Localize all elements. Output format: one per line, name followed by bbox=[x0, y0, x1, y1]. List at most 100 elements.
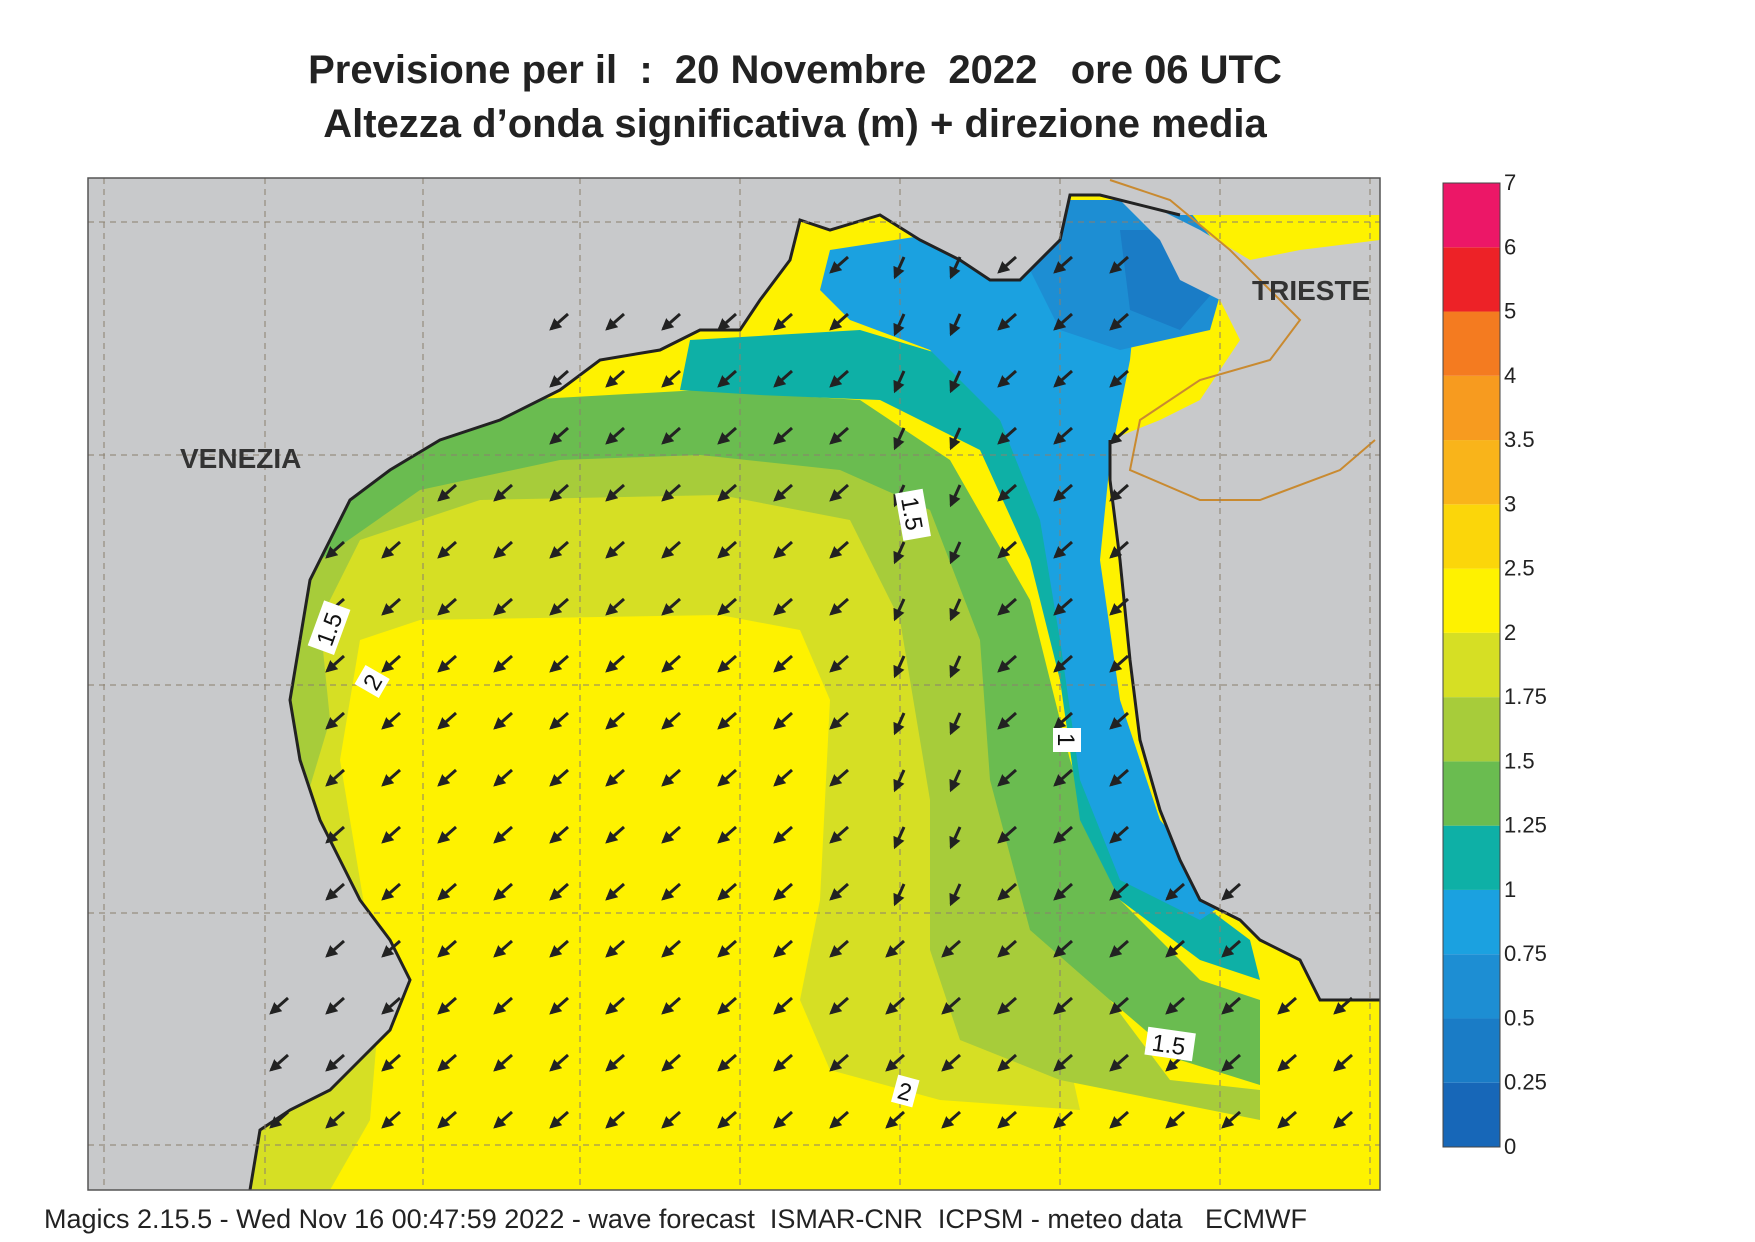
direction-arrow bbox=[1053, 825, 1073, 844]
direction-arrow bbox=[325, 882, 345, 901]
direction-arrow bbox=[997, 483, 1017, 502]
direction-arrow bbox=[605, 768, 625, 787]
legend-tick-label: 0.5 bbox=[1504, 1005, 1535, 1030]
direction-arrow bbox=[717, 426, 737, 445]
direction-arrow bbox=[997, 369, 1017, 388]
direction-arrow bbox=[997, 312, 1017, 331]
legend-tick-label: 4 bbox=[1504, 363, 1516, 388]
direction-arrow bbox=[1109, 939, 1129, 958]
direction-arrow bbox=[997, 996, 1017, 1015]
legend-tick-label: 3.5 bbox=[1504, 427, 1535, 452]
direction-arrow bbox=[1277, 996, 1297, 1015]
direction-arrow bbox=[717, 654, 737, 673]
direction-arrow bbox=[1053, 711, 1073, 730]
wave-band-1.5-1.75 bbox=[280, 420, 1260, 1120]
direction-arrow bbox=[717, 540, 737, 559]
direction-arrow bbox=[773, 1110, 793, 1129]
direction-arrow bbox=[885, 1110, 905, 1129]
direction-arrow bbox=[1333, 1053, 1353, 1072]
direction-arrow bbox=[829, 882, 849, 901]
direction-arrow bbox=[549, 312, 569, 331]
direction-arrow bbox=[949, 712, 962, 736]
direction-arrow bbox=[381, 654, 401, 673]
direction-arrow bbox=[1053, 483, 1073, 502]
direction-arrow bbox=[997, 426, 1017, 445]
direction-arrow bbox=[605, 540, 625, 559]
direction-arrow bbox=[829, 426, 849, 445]
direction-arrow bbox=[661, 597, 681, 616]
direction-arrow bbox=[605, 426, 625, 445]
direction-arrow bbox=[773, 540, 793, 559]
direction-arrow bbox=[717, 882, 737, 901]
contour-label: 1.5 bbox=[895, 488, 931, 541]
direction-arrow bbox=[997, 711, 1017, 730]
title-line-2: Altezza d’onda significativa (m) + direz… bbox=[323, 102, 1267, 146]
direction-arrow bbox=[661, 1053, 681, 1072]
map-frame bbox=[87, 177, 1381, 1191]
legend-swatch bbox=[1443, 183, 1500, 248]
lat-lon-grid bbox=[88, 178, 1380, 1190]
title-line-1: Previsione per il : 20 Novembre 2022 ore… bbox=[308, 48, 1282, 92]
direction-arrow bbox=[493, 1110, 513, 1129]
direction-arrow bbox=[605, 369, 625, 388]
direction-arrow bbox=[1053, 312, 1073, 331]
place-label-trieste: TRIESTE bbox=[1252, 275, 1370, 306]
direction-arrow bbox=[325, 996, 345, 1015]
contour-label: 1 bbox=[1052, 728, 1081, 752]
direction-arrow bbox=[773, 882, 793, 901]
direction-arrow bbox=[829, 711, 849, 730]
direction-arrow bbox=[661, 369, 681, 388]
direction-arrow bbox=[325, 654, 345, 673]
direction-arrow bbox=[1109, 882, 1129, 901]
direction-arrow bbox=[325, 1053, 345, 1072]
direction-arrow bbox=[493, 711, 513, 730]
direction-arrow bbox=[949, 826, 962, 850]
direction-arrow bbox=[773, 654, 793, 673]
direction-arrow bbox=[325, 768, 345, 787]
direction-arrow bbox=[1053, 996, 1073, 1015]
legend-frame bbox=[1442, 182, 1501, 1148]
direction-arrow bbox=[717, 711, 737, 730]
direction-arrow bbox=[549, 369, 569, 388]
direction-arrow bbox=[949, 655, 962, 679]
direction-arrow bbox=[1109, 597, 1129, 616]
direction-arrow bbox=[493, 540, 513, 559]
direction-arrow bbox=[549, 483, 569, 502]
direction-arrow bbox=[1277, 1053, 1297, 1072]
direction-arrow bbox=[381, 882, 401, 901]
direction-arrow bbox=[381, 939, 401, 958]
direction-arrow bbox=[829, 255, 849, 274]
direction-arrow bbox=[997, 939, 1017, 958]
direction-arrow bbox=[549, 654, 569, 673]
direction-arrow bbox=[773, 369, 793, 388]
direction-arrow bbox=[949, 769, 962, 793]
direction-arrow bbox=[1109, 711, 1129, 730]
direction-arrow bbox=[661, 1110, 681, 1129]
direction-arrow bbox=[381, 1053, 401, 1072]
direction-arrow bbox=[717, 939, 737, 958]
legend-swatch bbox=[1443, 825, 1500, 890]
direction-arrow bbox=[773, 426, 793, 445]
direction-arrow bbox=[437, 825, 457, 844]
direction-arrow bbox=[829, 369, 849, 388]
direction-arrow bbox=[381, 711, 401, 730]
direction-arrow bbox=[893, 655, 906, 679]
direction-arrow bbox=[549, 1110, 569, 1129]
contour-label: 1.5 bbox=[1144, 1026, 1196, 1062]
direction-arrow bbox=[437, 768, 457, 787]
direction-arrow bbox=[605, 1110, 625, 1129]
direction-arrow bbox=[1053, 540, 1073, 559]
direction-arrow bbox=[549, 882, 569, 901]
legend-swatch bbox=[1443, 311, 1500, 376]
legend-tick-label: 1.5 bbox=[1504, 748, 1535, 773]
direction-arrow bbox=[1109, 426, 1129, 445]
direction-arrow bbox=[605, 711, 625, 730]
direction-arrow bbox=[773, 939, 793, 958]
direction-arrow bbox=[325, 825, 345, 844]
direction-arrow bbox=[773, 768, 793, 787]
direction-arrow bbox=[493, 597, 513, 616]
legend-tick-label: 0.25 bbox=[1504, 1070, 1547, 1095]
direction-arrow bbox=[941, 996, 961, 1015]
direction-arrow bbox=[269, 1110, 289, 1129]
direction-arrow bbox=[1221, 1110, 1241, 1129]
